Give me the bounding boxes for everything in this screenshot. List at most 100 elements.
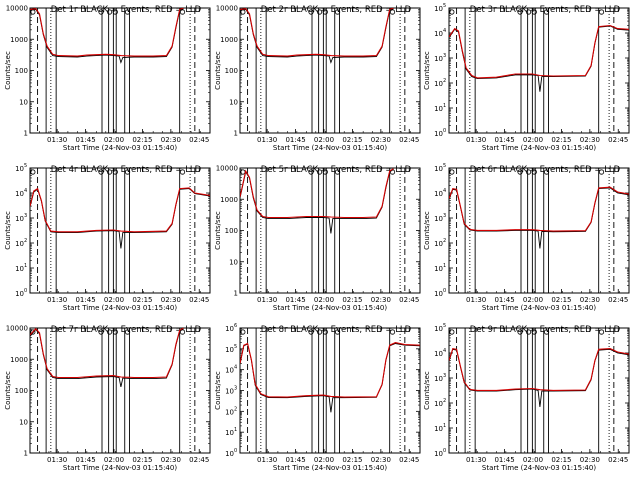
y-tick-label: 10 — [434, 450, 443, 458]
x-tick-label: 01:30 — [466, 296, 486, 304]
y-tick-exponent: 1 — [24, 263, 27, 269]
panel-det-5: Det 5r BLACK = Events, RED = LLD11010010… — [214, 165, 421, 312]
y-tick-label: 10 — [434, 425, 443, 433]
x-axis-label: Start Time (24-Nov-03 01:15:40) — [63, 304, 177, 312]
y-tick-exponent: 5 — [234, 344, 237, 350]
plot-frame — [29, 167, 211, 294]
series-events-line — [449, 348, 629, 407]
x-axis-label: Start Time (24-Nov-03 01:15:40) — [482, 144, 596, 152]
y-tick-label: 10 — [434, 165, 443, 173]
x-tick-label: 01:45 — [494, 296, 514, 304]
marker-glyph — [316, 329, 323, 335]
panel-det-7: Det 7r BLACK = Events, RED = LLD11010010… — [4, 325, 211, 472]
y-tick-exponent: 2 — [443, 238, 446, 244]
plot-frame — [448, 7, 630, 134]
x-tick-label: 02:00 — [523, 136, 543, 144]
y-tick-label: 10000 — [216, 165, 238, 173]
plot-area — [449, 328, 629, 453]
y-tick-label: 10 — [434, 375, 443, 383]
x-tick-label: 01:30 — [47, 136, 67, 144]
y-tick-exponent: 0 — [24, 288, 27, 294]
plot-area — [449, 168, 629, 293]
x-tick-label: 02:30 — [371, 456, 391, 464]
y-tick-exponent: 5 — [443, 3, 446, 9]
x-tick-label: 02:15 — [342, 296, 362, 304]
y-axis-label: Counts/sec — [4, 371, 12, 410]
plot-frame — [29, 327, 211, 454]
series-lld-line — [449, 347, 629, 391]
y-axis-label: Counts/sec — [4, 211, 12, 250]
y-tick-label: 10 — [15, 290, 24, 298]
x-tick-label: 02:30 — [580, 136, 600, 144]
x-tick-label: 01:30 — [466, 136, 486, 144]
marker-glyph — [543, 169, 550, 175]
plot-frame — [239, 327, 421, 454]
marker-glyph — [106, 169, 113, 175]
x-tick-label: 01:45 — [285, 296, 305, 304]
plot-area — [449, 8, 629, 133]
x-tick-label: 01:30 — [47, 456, 67, 464]
series-lld-line — [449, 186, 629, 232]
series-lld-line — [30, 187, 210, 233]
x-tick-label: 02:30 — [371, 136, 391, 144]
plot-area — [30, 8, 196, 133]
marker-glyph — [30, 169, 36, 175]
x-tick-label: 01:45 — [75, 296, 95, 304]
plot-frame — [239, 167, 421, 294]
y-tick-exponent: 2 — [234, 406, 237, 412]
series-lld-line — [240, 168, 394, 219]
marker-glyph — [449, 9, 455, 15]
series-events-line — [30, 188, 210, 249]
x-tick-label: 01:45 — [494, 456, 514, 464]
series-lld-line — [240, 8, 394, 57]
y-tick-label: 10000 — [6, 325, 28, 333]
x-tick-label: 02:45 — [189, 296, 209, 304]
x-axis-label: Start Time (24-Nov-03 01:15:40) — [482, 304, 596, 312]
marker-glyph — [124, 329, 131, 335]
marker-glyph — [322, 9, 328, 15]
y-tick-exponent: 0 — [234, 448, 237, 454]
y-tick-exponent: 3 — [443, 53, 446, 59]
x-tick-label: 02:00 — [314, 136, 334, 144]
x-tick-label: 01:45 — [75, 136, 95, 144]
x-tick-label: 02:45 — [189, 136, 209, 144]
series-events-line — [449, 187, 629, 249]
y-tick-label: 10 — [434, 350, 443, 358]
y-axis-label: Counts/sec — [423, 51, 431, 90]
marker-glyph — [308, 9, 314, 15]
marker-glyph — [598, 169, 605, 175]
y-tick-label: 1 — [24, 450, 28, 458]
y-tick-exponent: 5 — [24, 163, 27, 169]
y-tick-label: 1 — [234, 130, 238, 138]
marker-glyph — [543, 9, 550, 15]
y-tick-exponent: 1 — [443, 263, 446, 269]
y-tick-exponent: 1 — [443, 103, 446, 109]
x-tick-label: 02:30 — [580, 456, 600, 464]
marker-glyph — [525, 9, 532, 15]
x-tick-label: 02:15 — [551, 296, 571, 304]
x-tick-label: 02:15 — [132, 296, 152, 304]
marker-glyph — [308, 329, 314, 335]
y-tick-label: 10 — [434, 400, 443, 408]
x-tick-label: 01:30 — [466, 456, 486, 464]
y-tick-label: 10 — [15, 190, 24, 198]
y-tick-label: 100 — [225, 227, 238, 235]
marker-glyph — [98, 9, 104, 15]
x-tick-label: 02:45 — [608, 456, 628, 464]
plot-area — [30, 168, 210, 293]
marker-glyph — [389, 9, 396, 15]
marker-glyph — [106, 329, 113, 335]
y-tick-label: 10 — [15, 165, 24, 173]
y-tick-label: 10 — [434, 290, 443, 298]
x-tick-label: 02:30 — [371, 296, 391, 304]
y-tick-label: 10000 — [216, 5, 238, 13]
marker-glyph — [531, 9, 537, 15]
marker-glyph — [598, 329, 605, 335]
y-tick-label: 100 — [225, 67, 238, 75]
x-tick-label: 01:45 — [494, 136, 514, 144]
marker-glyph — [517, 169, 523, 175]
y-tick-exponent: 2 — [443, 398, 446, 404]
plot-area — [240, 8, 406, 133]
